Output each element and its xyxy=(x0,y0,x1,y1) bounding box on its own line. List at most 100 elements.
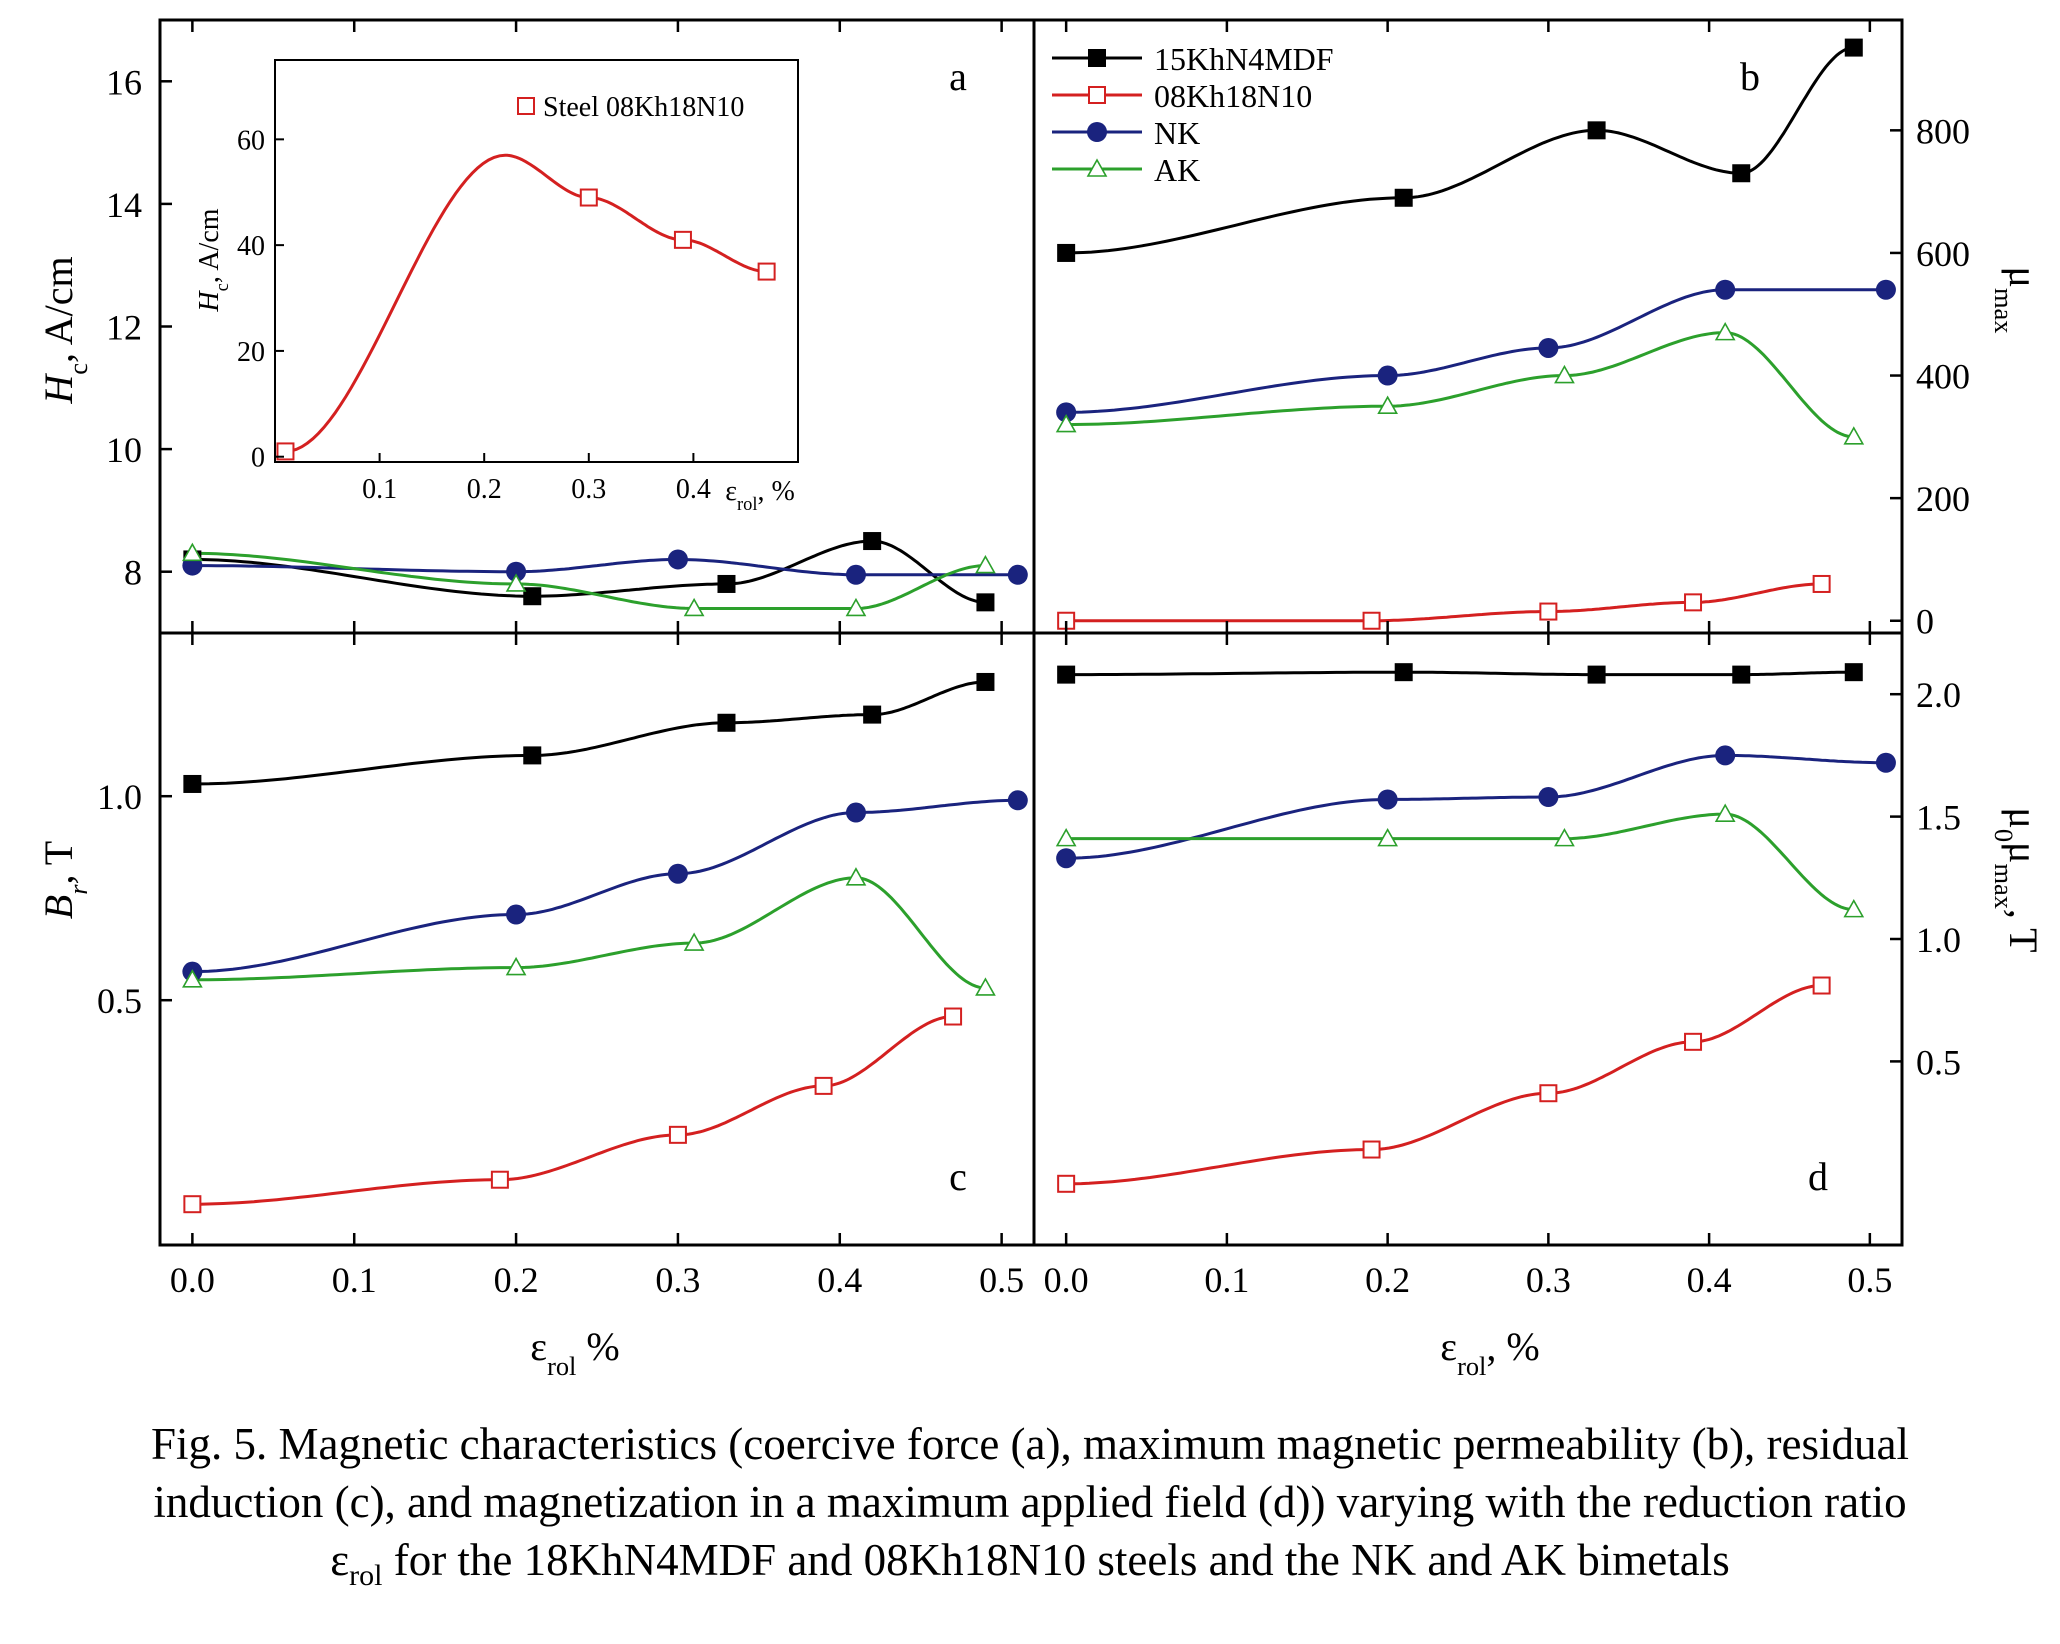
data-point-c-AK-2 xyxy=(683,932,705,951)
inset-y-tick-label: 20 xyxy=(237,337,265,368)
x-tick-label: 0.5 xyxy=(1847,1260,1892,1300)
x-axis-label-left: εrol % xyxy=(530,1324,619,1381)
caption-epsilon: ε xyxy=(330,1535,350,1585)
data-point-d-08Kh18N10-3 xyxy=(1684,1032,1703,1051)
inset-y-tick-label: 40 xyxy=(237,231,265,262)
data-point-b-08Kh18N10-3 xyxy=(1684,593,1703,612)
data-point-a-inset-Steel 08Kh18N10-2 xyxy=(673,230,692,249)
x-tick-label: 0.5 xyxy=(979,1260,1024,1300)
data-point-a-15KhN4MDF-3 xyxy=(863,532,882,551)
data-point-a-AK-2 xyxy=(683,597,705,617)
caption-line-1: Fig. 5. Magnetic characteristics (coerci… xyxy=(150,1419,1910,1469)
legend-label-15KhN4MDF: 15KhN4MDF xyxy=(1154,41,1334,77)
data-point-d-AK-1 xyxy=(1377,828,1398,847)
y-tick-label-a: 8 xyxy=(124,553,142,593)
x-tick-label: 0.4 xyxy=(817,1260,862,1300)
data-point-d-NK-3 xyxy=(1715,745,1736,766)
data-point-a-inset-Steel 08Kh18N10-1 xyxy=(579,188,598,207)
x-tick-label: 0.3 xyxy=(1526,1260,1571,1300)
data-point-b-NK-4 xyxy=(1875,279,1896,300)
data-point-a-inset-Steel 08Kh18N10-3 xyxy=(757,262,776,281)
inset-legend-label: Steel 08Kh18N10 xyxy=(543,92,744,123)
inset-x-tick-label: 0.1 xyxy=(362,474,397,505)
data-point-d-NK-0 xyxy=(1056,848,1077,869)
data-point-d-08Kh18N10-4 xyxy=(1812,976,1831,995)
data-point-a-NK-4 xyxy=(1007,564,1028,585)
data-point-c-15KhN4MDF-0 xyxy=(183,774,202,793)
data-point-c-NK-4 xyxy=(1007,790,1028,811)
inset-x-tick-label: 0.4 xyxy=(676,474,711,505)
data-point-d-08Kh18N10-0 xyxy=(1057,1174,1076,1193)
y-tick-label-c: 0.5 xyxy=(97,981,142,1021)
panel-label-b: b xyxy=(1740,54,1760,99)
caption-epsilon-sub: rol xyxy=(349,1559,383,1592)
data-point-b-NK-1 xyxy=(1377,365,1398,386)
data-point-c-15KhN4MDF-2 xyxy=(717,713,736,732)
caption-line-3-rest: for the 18KhN4MDF and 08Kh18N10 steels a… xyxy=(382,1535,1730,1585)
data-point-a-15KhN4MDF-4 xyxy=(976,593,995,612)
caption-line-3: εrol for the 18KhN4MDF and 08Kh18N10 ste… xyxy=(30,1531,2030,1605)
legend-label-NK: NK xyxy=(1154,115,1200,151)
data-point-d-AK-3 xyxy=(1714,803,1736,822)
data-point-b-15KhN4MDF-0 xyxy=(1057,243,1076,262)
caption-line-2: induction (c), and magnetization in a ma… xyxy=(153,1477,1907,1527)
data-point-c-NK-2 xyxy=(667,863,688,884)
y-tick-label-b: 0 xyxy=(1916,602,1934,642)
data-point-c-AK-3 xyxy=(845,867,867,886)
x-tick-label: 0.2 xyxy=(1365,1260,1410,1300)
data-point-d-15KhN4MDF-0 xyxy=(1057,665,1076,684)
x-tick-label: 0.1 xyxy=(1204,1260,1249,1300)
x-axis-label-right: εrol, % xyxy=(1440,1324,1539,1381)
legend-label-AK: AK xyxy=(1154,152,1200,188)
inset-x-tick-label: 0.3 xyxy=(571,474,606,505)
inset-x-tick-label: 0.2 xyxy=(467,474,502,505)
series-markers-layer xyxy=(182,38,1896,1214)
legend-marker-AK xyxy=(1086,158,1108,177)
data-point-c-AK-4 xyxy=(975,977,996,996)
data-point-a-AK-0 xyxy=(182,542,203,562)
inset-frame xyxy=(274,59,799,463)
data-point-d-NK-4 xyxy=(1875,752,1896,773)
data-point-b-15KhN4MDF-2 xyxy=(1587,121,1606,140)
panel-frames: 0.1 0.2 0.3 0.4 0 20 40 60 εrol, % Hc, A/cm Steel … xyxy=(158,18,1904,1247)
data-point-b-AK-2 xyxy=(1554,364,1575,384)
data-point-b-08Kh18N10-1 xyxy=(1362,611,1381,630)
data-point-b-08Kh18N10-2 xyxy=(1539,602,1558,621)
y-axis-label-d: μ0μmax, T xyxy=(1989,807,2046,952)
y-axis-label-a: Hc, A/cm xyxy=(36,256,93,404)
x-tick-label: 0.4 xyxy=(1687,1260,1732,1300)
legend-marker-15KhN4MDF xyxy=(1088,49,1106,67)
data-point-d-15KhN4MDF-3 xyxy=(1732,665,1751,684)
y-tick-label-d: 2.0 xyxy=(1916,675,1961,715)
data-point-d-15KhN4MDF-1 xyxy=(1394,663,1413,682)
y-tick-label-c: 1.0 xyxy=(97,777,142,817)
y-tick-label-a: 12 xyxy=(106,308,142,348)
x-tick-label: 0.0 xyxy=(1044,1260,1089,1300)
legend-label-08Kh18N10: 08Kh18N10 xyxy=(1154,78,1312,114)
x-tick-label: 0.2 xyxy=(494,1260,539,1300)
y-tick-label-b: 600 xyxy=(1916,234,1970,274)
y-tick-label-d: 1.5 xyxy=(1916,798,1961,838)
data-point-b-NK-2 xyxy=(1538,337,1559,358)
data-point-b-AK-1 xyxy=(1377,395,1398,414)
x-tick-label: 0.0 xyxy=(170,1260,215,1300)
data-point-a-AK-3 xyxy=(845,597,867,617)
data-point-d-NK-1 xyxy=(1377,789,1398,810)
inset-y-axis-label: Hc, A/cm xyxy=(194,208,232,312)
y-tick-label-d: 1.0 xyxy=(1916,920,1961,960)
data-point-a-NK-1 xyxy=(506,561,527,582)
data-point-b-AK-4 xyxy=(1843,426,1865,445)
data-point-a-inset-Steel 08Kh18N10-0 xyxy=(276,442,295,461)
data-point-d-08Kh18N10-1 xyxy=(1362,1140,1381,1159)
y-axis-label-c: Br, T xyxy=(36,841,93,919)
y-axis-label-b: μmax xyxy=(1989,267,2046,334)
y-tick-label-d: 0.5 xyxy=(1916,1042,1961,1082)
data-point-b-15KhN4MDF-4 xyxy=(1844,38,1863,57)
data-point-a-15KhN4MDF-2 xyxy=(717,574,736,593)
y-tick-label-b: 200 xyxy=(1916,479,1970,519)
data-point-b-AK-0 xyxy=(1055,413,1077,433)
data-point-c-08Kh18N10-2 xyxy=(668,1125,687,1144)
data-point-c-15KhN4MDF-1 xyxy=(523,746,542,765)
inset-y-tick-label: 0 xyxy=(251,443,265,474)
